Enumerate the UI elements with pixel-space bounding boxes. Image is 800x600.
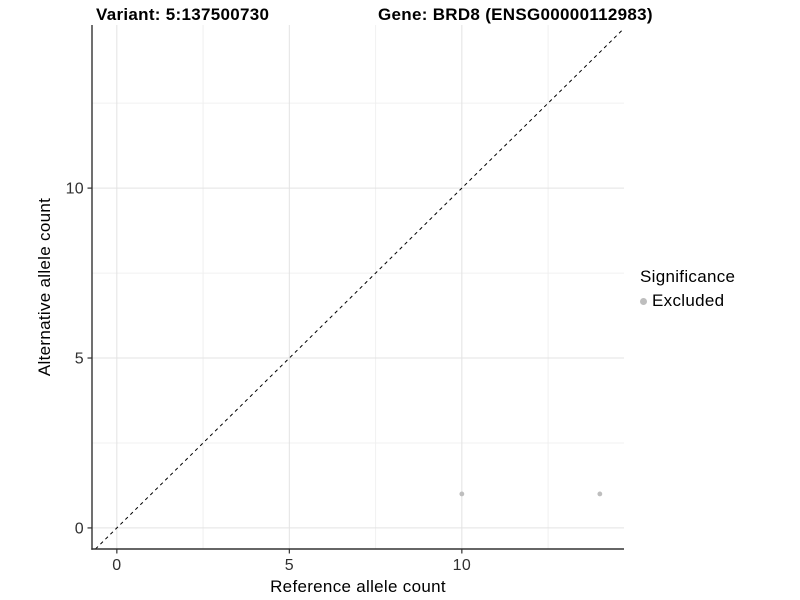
legend-item-label: Excluded <box>652 291 725 310</box>
y-tick-label: 10 <box>66 181 84 198</box>
legend-title: Significance <box>640 267 736 286</box>
x-tick-label: 10 <box>453 557 471 574</box>
data-point <box>597 491 603 497</box>
x-axis-title: Reference allele count <box>270 577 446 596</box>
x-tick-label: 0 <box>112 557 121 574</box>
x-tick-label: 5 <box>285 557 294 574</box>
data-point <box>459 491 465 497</box>
y-tick-label: 0 <box>75 520 84 537</box>
plot-title-variant: Variant: 5:137500730 <box>96 5 270 24</box>
legend-item-excluded: Excluded <box>640 291 735 311</box>
legend-point-key-icon <box>640 297 647 305</box>
y-axis-title: Alternative allele count <box>35 197 54 377</box>
legend: Significance Excluded <box>640 267 735 311</box>
plot-title-gene: Gene: BRD8 (ENSG00000112983) <box>378 5 653 24</box>
y-tick-label: 5 <box>75 351 84 368</box>
identity-dashed-line <box>95 28 625 550</box>
